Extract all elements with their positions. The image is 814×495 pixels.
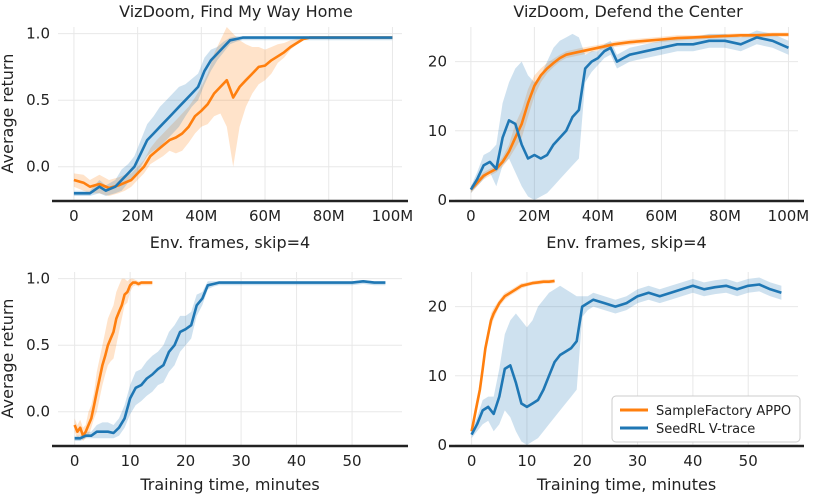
x-tick-label: 0	[70, 452, 80, 470]
x-tick-label: 40M	[185, 207, 217, 225]
series-line-appo	[73, 281, 153, 438]
x-tick-label: 0	[467, 452, 477, 470]
x-tick-label: 20M	[122, 207, 154, 225]
x-tick-label: 60M	[645, 207, 677, 225]
chart-title: VizDoom, Defend the Center	[513, 2, 743, 21]
y-tick-label: 10	[428, 122, 447, 140]
confidence-band-vtrace	[471, 277, 782, 445]
y-tick-label: 0.0	[26, 158, 50, 176]
y-tick-label: 0	[437, 436, 447, 454]
series-line-vtrace	[73, 36, 393, 195]
y-tick-label: 1.0	[26, 25, 50, 43]
x-tick-label: 100M	[372, 207, 414, 225]
series-line-vtrace	[470, 283, 782, 436]
x-tick-label: 30	[628, 452, 647, 470]
x-tick-label: 100M	[768, 207, 810, 225]
x-tick-label: 60M	[249, 207, 281, 225]
x-tick-label: 40	[287, 452, 306, 470]
y-tick-label: 20	[428, 53, 447, 71]
y-tick-label: 0.5	[26, 91, 50, 109]
x-axis-label: Training time, minutes	[536, 475, 716, 494]
y-axis-label: Average return	[0, 54, 17, 174]
panel-find-my-way-home-frames: 0 20M 40M 60M 80M 100M 0.0 0.5 1.0 VizDoom, Find …	[0, 2, 413, 252]
legend: SampleFactory APPO SeedRL V-trace	[611, 395, 801, 443]
y-tick-label: 1.0	[26, 270, 50, 288]
legend-label-vtrace: SeedRL V-trace	[656, 422, 755, 437]
panel-defend-the-center-time: 0 10 20 30 40 50 0 10 20 Training time, minutes	[428, 272, 804, 494]
series-line-vtrace	[469, 36, 790, 191]
x-tick-label: 0	[466, 207, 476, 225]
y-tick-label: 0	[437, 191, 447, 209]
y-tick-label: 0.5	[26, 336, 50, 354]
x-tick-label: 50	[739, 452, 758, 470]
x-tick-label: 80M	[709, 207, 741, 225]
x-tick-label: 30	[232, 452, 251, 470]
chart-title: VizDoom, Find My Way Home	[119, 2, 353, 21]
legend-label-appo: SampleFactory APPO	[656, 404, 791, 419]
x-tick-label: 10	[517, 452, 536, 470]
panel-find-my-way-home-time: 0 10 20 30 40 50 0.0 0.5 1.0 Training time, minut…	[0, 270, 408, 494]
x-tick-label: 20	[176, 452, 195, 470]
series-line-appo	[469, 33, 789, 191]
y-axis-label: Average return	[0, 299, 17, 419]
y-tick-label: 0.0	[26, 403, 50, 421]
x-tick-label: 0	[69, 207, 79, 225]
series-line-appo	[470, 279, 555, 432]
x-axis-label: Env. frames, skip=4	[546, 233, 706, 252]
panel-defend-the-center-frames: 0 20M 40M 60M 80M 100M 0 10 20 VizDoom, Defend th…	[428, 2, 809, 252]
x-tick-label: 20	[573, 452, 592, 470]
x-tick-label: 50	[343, 452, 362, 470]
x-tick-label: 80M	[313, 207, 345, 225]
x-tick-label: 40	[683, 452, 702, 470]
confidence-band-vtrace	[470, 30, 789, 200]
x-axis-label: Training time, minutes	[139, 475, 319, 494]
y-tick-label: 10	[428, 367, 447, 385]
x-axis-label: Env. frames, skip=4	[150, 233, 310, 252]
y-tick-label: 20	[428, 298, 447, 316]
confidence-band-appo	[74, 278, 153, 441]
x-tick-label: 20M	[518, 207, 550, 225]
confidence-band-vtrace	[74, 280, 386, 441]
legend-box	[611, 395, 801, 443]
series-line-vtrace	[74, 279, 386, 440]
x-tick-label: 10	[121, 452, 140, 470]
x-tick-label: 40M	[582, 207, 614, 225]
